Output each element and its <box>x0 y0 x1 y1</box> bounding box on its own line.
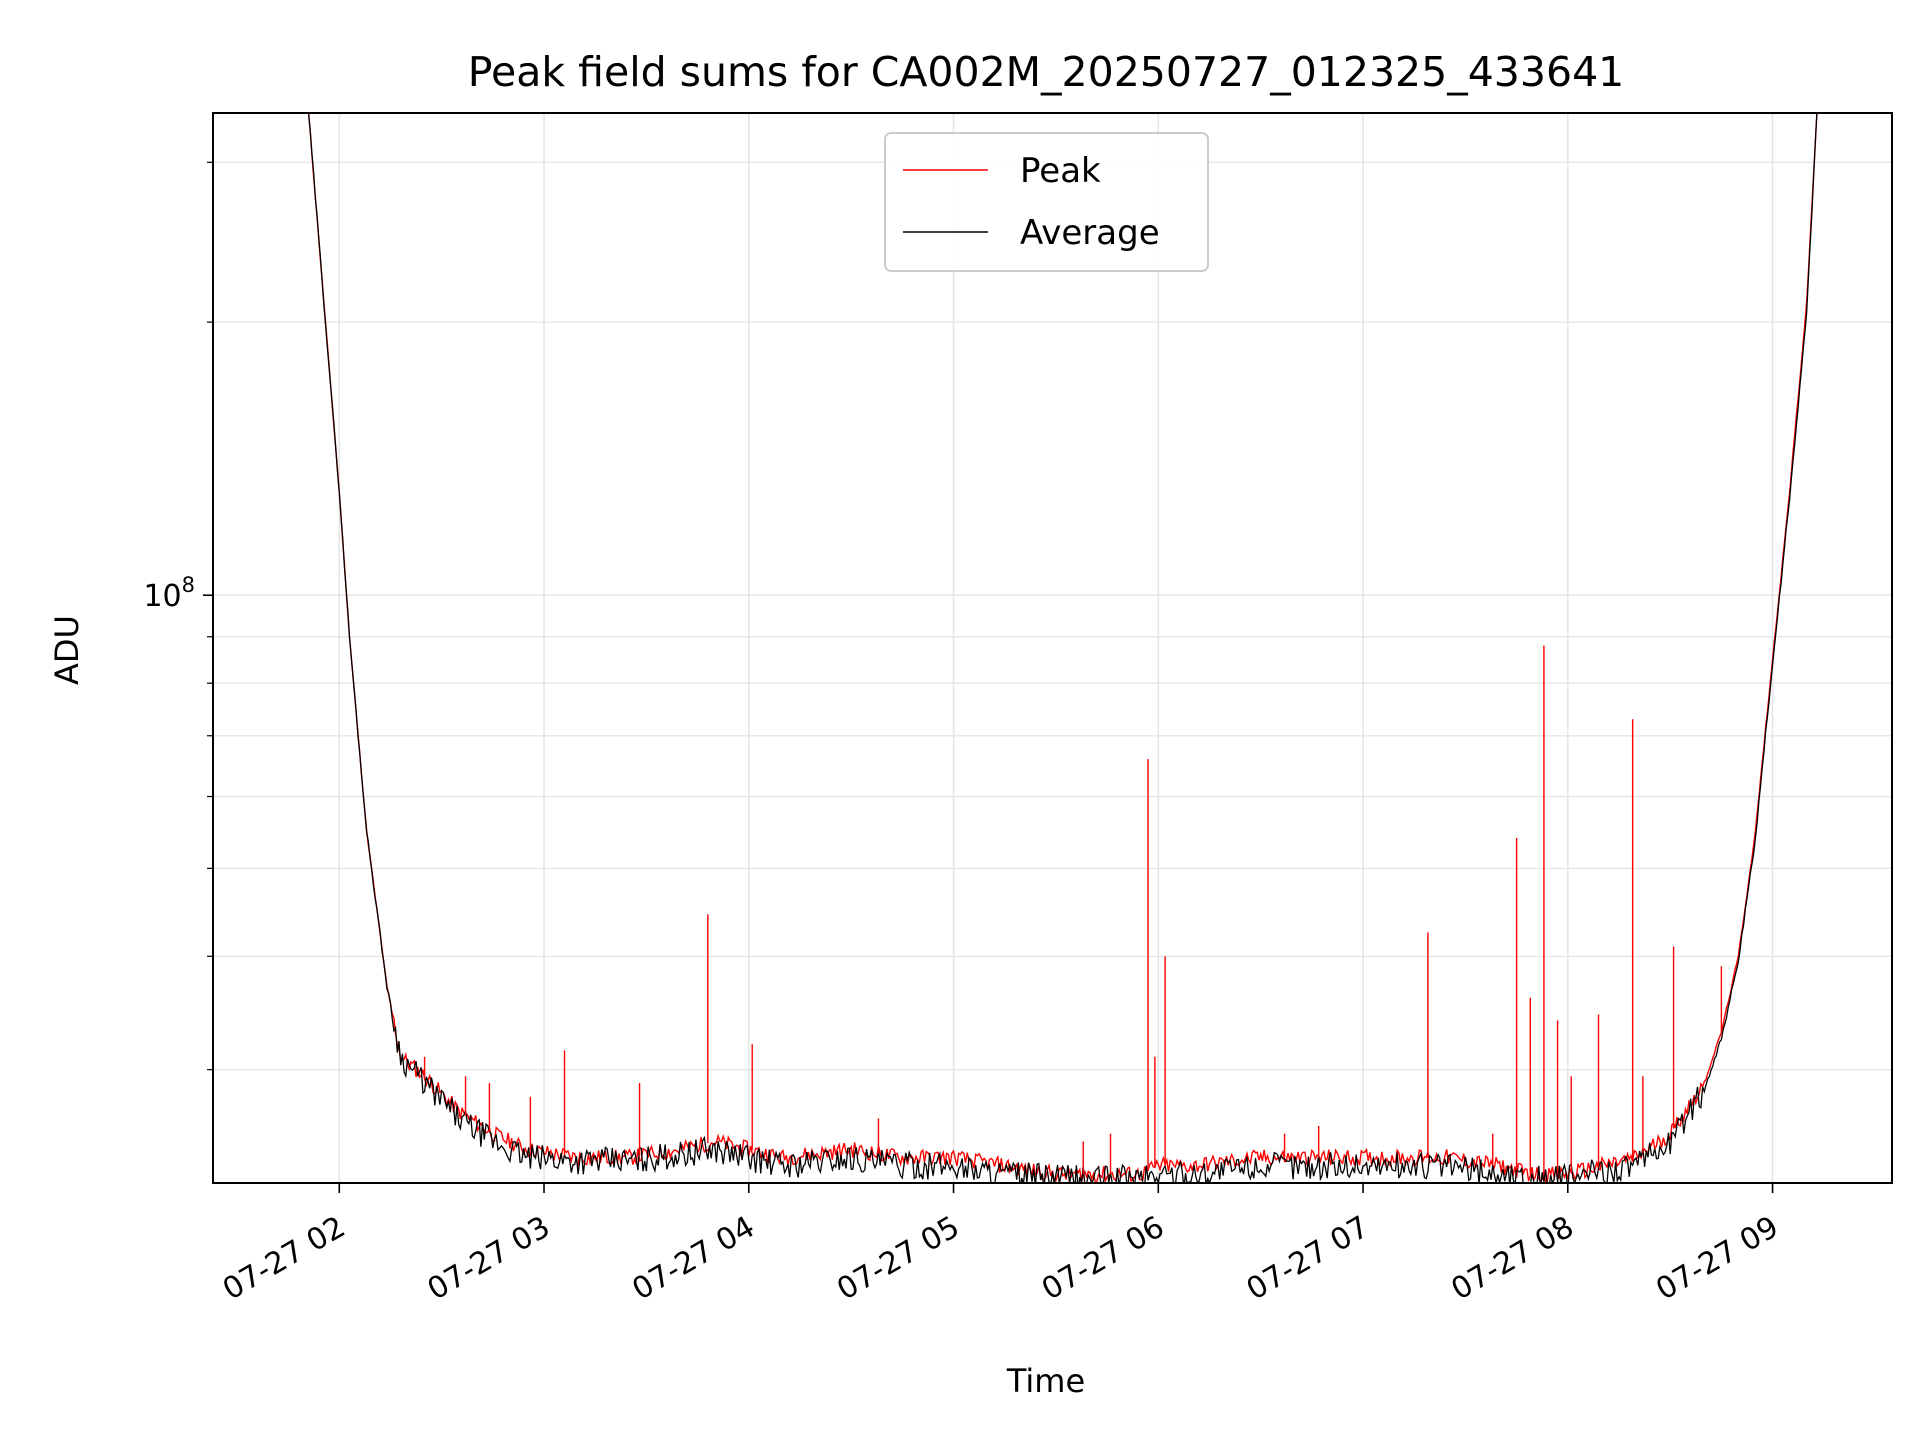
plot-frame <box>212 112 1893 1184</box>
y-tick-label: 108 <box>143 573 195 614</box>
grid <box>213 113 1892 1183</box>
chart-title: Peak field sums for CA002M_20250727_0123… <box>468 48 1625 96</box>
plot-lines <box>307 113 1818 1183</box>
x-axis-label: Time <box>1006 1362 1085 1400</box>
legend-label-peak: Peak <box>1020 151 1101 191</box>
y-axis-label: ADU <box>48 615 86 685</box>
legend-box <box>884 132 1209 272</box>
series-line-average <box>307 113 1818 1183</box>
legend: Peak Average <box>884 132 1209 272</box>
y-axis: 108 <box>143 161 213 1071</box>
legend-label-average: Average <box>1020 213 1160 253</box>
